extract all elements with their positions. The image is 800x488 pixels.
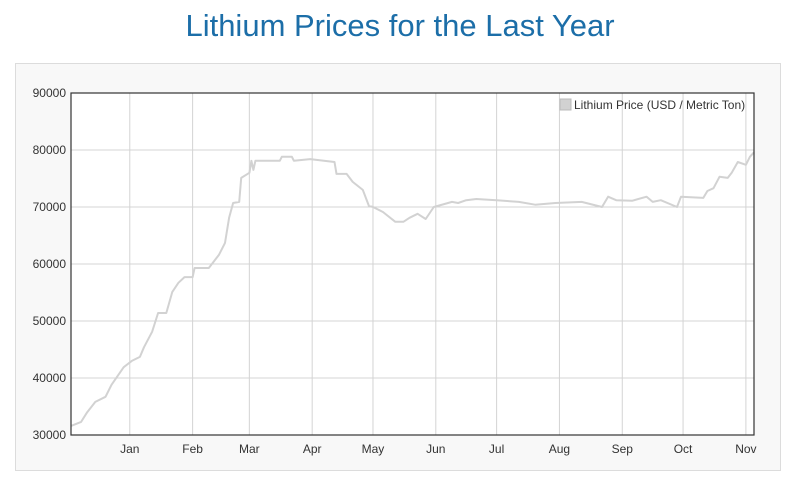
- x-tick-label: Mar: [239, 442, 260, 456]
- y-tick-label: 50000: [33, 314, 67, 328]
- x-tick-label: Feb: [182, 442, 203, 456]
- x-tick-label: Jul: [489, 442, 504, 456]
- x-tick-label: Sep: [612, 442, 634, 456]
- x-axis: Jan Feb Mar Apr May Jun Jul Aug Sep Oct Nov: [120, 442, 756, 456]
- y-tick-label: 70000: [33, 200, 67, 214]
- legend-swatch: [559, 98, 572, 111]
- x-tick-label: May: [362, 442, 385, 456]
- series: [70, 151, 755, 427]
- x-tick-label: Oct: [674, 442, 693, 456]
- x-tick-label: Aug: [549, 442, 570, 456]
- grid: [71, 92, 754, 436]
- x-tick-label: Nov: [735, 442, 756, 456]
- x-tick-label: Jan: [120, 442, 139, 456]
- y-tick-label: 90000: [33, 86, 67, 100]
- series-line: [70, 151, 755, 427]
- legend-label: Lithium Price (USD / Metric Ton): [574, 98, 745, 112]
- y-tick-label: 30000: [33, 428, 67, 442]
- y-tick-label: 60000: [33, 257, 67, 271]
- x-tick-label: Apr: [303, 442, 322, 456]
- y-tick-label: 80000: [33, 143, 67, 157]
- legend: Lithium Price (USD / Metric Ton): [559, 98, 745, 112]
- chart-title: Lithium Prices for the Last Year: [185, 8, 615, 43]
- x-tick-label: Jun: [426, 442, 445, 456]
- y-axis: 30000 40000 50000 60000 70000 80000 90000: [33, 86, 67, 442]
- plot-frame: [70, 92, 755, 436]
- y-tick-label: 40000: [33, 371, 67, 385]
